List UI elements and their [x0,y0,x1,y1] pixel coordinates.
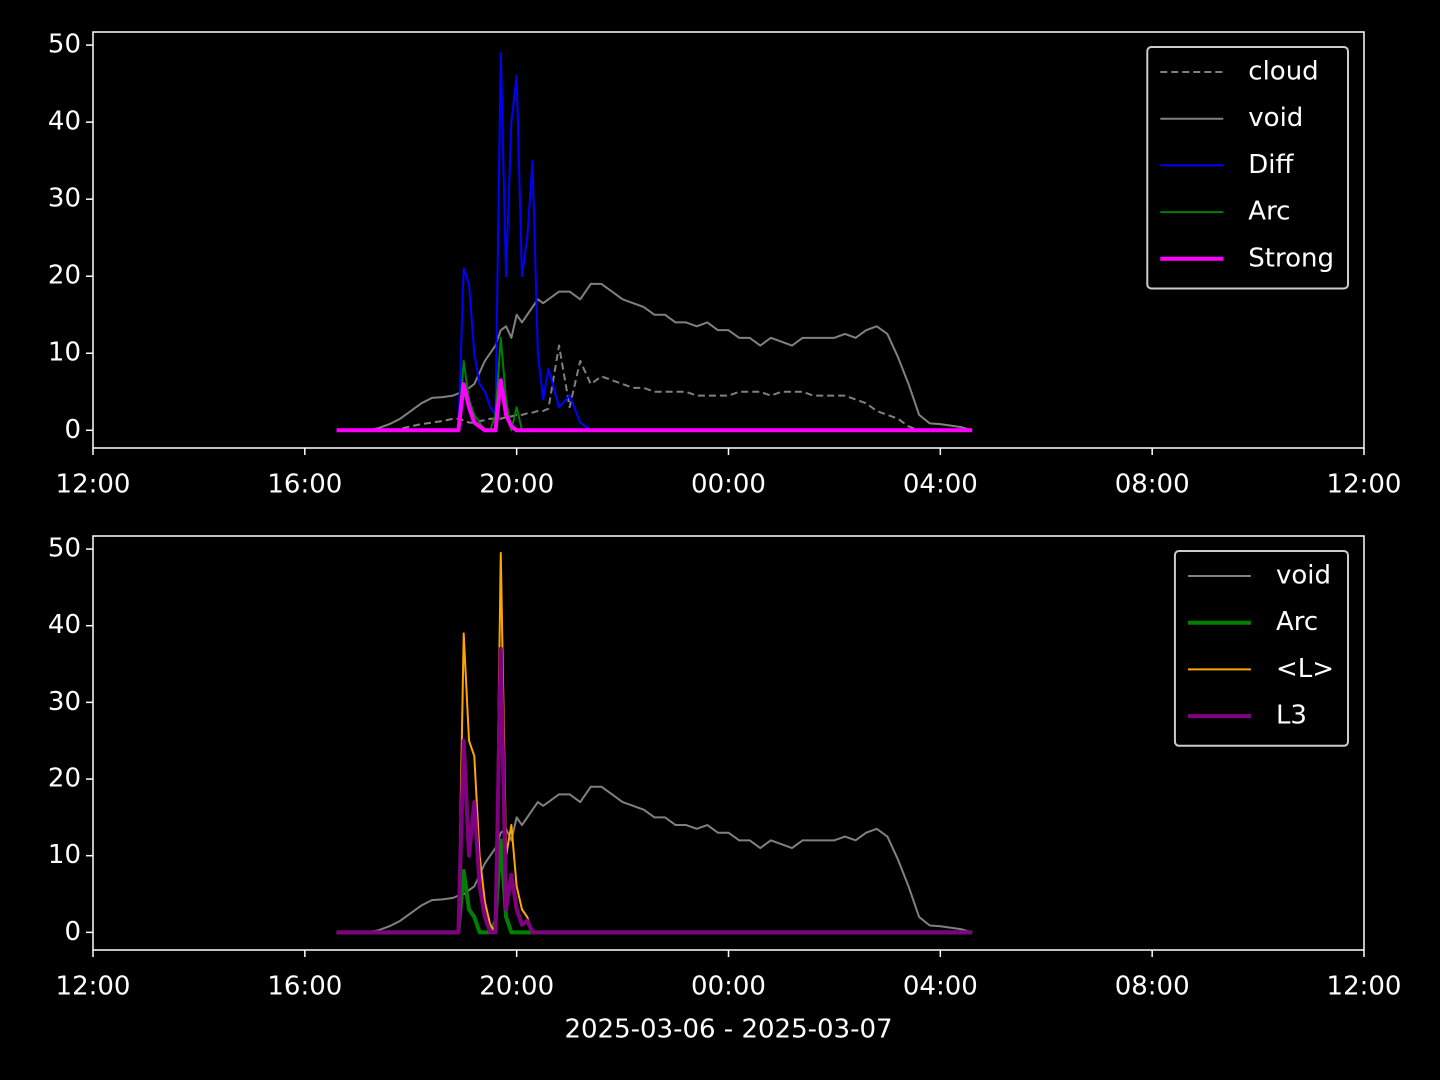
series-line [336,646,973,935]
axes: 0 10 20 30 40 50 12:00 16:00 20:00 00:00 04:00 08:0… [48,534,1402,1045]
series-line [336,785,973,934]
series-line [336,282,973,432]
x-tick-label: 12:00 [1327,972,1402,1002]
y-tick-label: 20 [48,764,81,794]
legend-frame [1173,550,1349,747]
y-tick-label: 50 [48,30,81,60]
y-tick-label: 30 [48,687,81,717]
series-line [336,378,973,433]
y-tick-label: 10 [48,840,81,870]
legend-label: cloud [1248,57,1318,87]
legend-label: Diff [1248,150,1294,180]
x-tick-label: 20:00 [479,470,554,500]
y-tick-label: 50 [48,534,81,564]
y-tick-label: 40 [48,107,81,137]
y-tick-label: 30 [48,184,81,214]
legend: void Arc <L> L3 [1173,550,1349,747]
y-tick-label: 20 [48,261,81,291]
legend-label: void [1248,103,1303,133]
axes: 0 10 20 30 40 50 12:00 16:00 20:00 00:00 04:00 08:0… [48,30,1402,500]
y-tick-label: 40 [48,610,81,640]
x-tick-label: 20:00 [479,972,554,1002]
legend-label: Arc [1248,197,1290,227]
x-tick-label: 12:00 [56,972,131,1002]
x-tick-label: 16:00 [267,972,342,1002]
legend-label: void [1276,561,1331,591]
x-tick-label: 04:00 [903,972,978,1002]
plot-area [336,551,973,935]
legend: cloud void Diff Arc Strong [1146,46,1349,290]
x-tick-label: 08:00 [1115,470,1190,500]
y-tick-label: 10 [48,338,81,368]
y-tick-label: 0 [64,415,81,445]
legend-label: Arc [1276,607,1318,637]
x-tick-label: 04:00 [903,470,978,500]
x-tick-label: 16:00 [267,470,342,500]
x-axis-label: 2025-03-06 - 2025-03-07 [564,1015,892,1045]
x-tick-label: 12:00 [56,470,131,500]
series-line [336,344,973,432]
x-tick-label: 00:00 [691,972,766,1002]
x-tick-label: 12:00 [1327,470,1402,500]
legend-frame [1146,46,1349,290]
plot-area [336,51,973,433]
x-tick-label: 08:00 [1115,972,1190,1002]
legend-label: L3 [1276,701,1307,731]
legend-label: <L> [1276,654,1334,684]
y-tick-label: 0 [64,917,81,947]
legend-label: Strong [1248,243,1334,273]
x-tick-label: 00:00 [691,470,766,500]
